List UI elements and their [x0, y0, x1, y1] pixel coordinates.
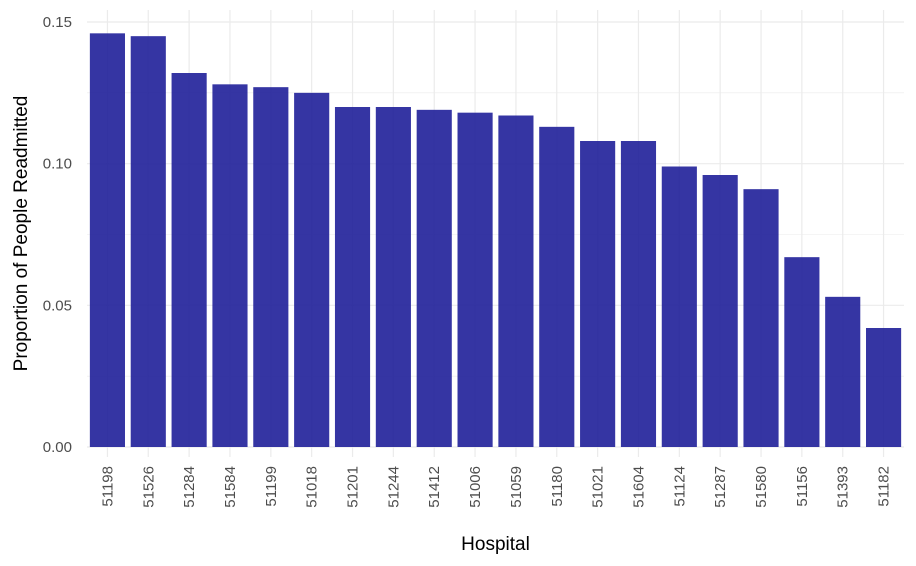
- bar-51124: [661, 166, 697, 447]
- bar-51584: [212, 84, 248, 447]
- x-tick-label: 51201: [345, 466, 362, 508]
- bar-51580: [743, 189, 779, 447]
- bar-51156: [784, 257, 820, 447]
- bar-51006: [457, 112, 493, 448]
- bar-51180: [539, 126, 575, 447]
- bars: [89, 33, 902, 448]
- bar-51284: [171, 73, 207, 447]
- x-tick-label: 51604: [630, 466, 647, 508]
- bar-51287: [702, 175, 738, 447]
- bar-51182: [866, 328, 902, 447]
- bar-51526: [130, 36, 166, 448]
- x-tick-label: 51284: [181, 466, 198, 508]
- y-tick-label: 0.00: [43, 439, 72, 456]
- bar-51199: [253, 87, 289, 448]
- bar-51198: [89, 33, 125, 447]
- bar-51412: [416, 109, 452, 447]
- x-tick-label: 51018: [304, 466, 321, 508]
- x-tick-label: 51580: [753, 466, 770, 508]
- x-tick-label: 51059: [508, 466, 525, 508]
- x-tick-label: 51198: [99, 466, 116, 507]
- x-axis-title: Hospital: [461, 534, 530, 555]
- x-tick-label: 51180: [549, 466, 566, 507]
- x-tick-label: 51393: [835, 466, 852, 508]
- x-tick-label: 51244: [385, 466, 402, 508]
- y-tick-label: 0.10: [43, 156, 72, 173]
- x-tick-labels: 51198 51526 51284 51584 51199 51018 51201 51244…: [99, 466, 892, 508]
- grid-lines: [87, 10, 904, 457]
- bar-51393: [825, 296, 861, 447]
- x-tick-label: 51156: [794, 466, 811, 507]
- x-tick-label: 51021: [590, 466, 607, 508]
- bar-51604: [620, 141, 657, 447]
- bar-51018: [294, 92, 330, 447]
- y-tick-label: 0.15: [43, 14, 72, 31]
- x-tick-label: 51412: [426, 466, 443, 508]
- x-tick-label: 51526: [140, 466, 157, 508]
- bar-51244: [375, 107, 411, 447]
- bar-51021: [580, 141, 616, 447]
- x-tick-label: 51124: [671, 466, 688, 507]
- bar-51201: [334, 107, 371, 447]
- y-tick-label: 0.05: [43, 297, 72, 314]
- x-tick-label: 51006: [467, 466, 484, 508]
- x-tick-label: 51199: [263, 466, 280, 507]
- y-axis-title: Proportion of People Readmitted: [11, 96, 32, 372]
- x-tick-label: 51287: [712, 466, 729, 508]
- x-tick-label: 51182: [876, 466, 893, 507]
- x-tick-label: 51584: [222, 466, 239, 508]
- bar-51059: [498, 115, 534, 447]
- y-tick-labels: 0.00 0.05 0.10 0.15: [43, 14, 72, 456]
